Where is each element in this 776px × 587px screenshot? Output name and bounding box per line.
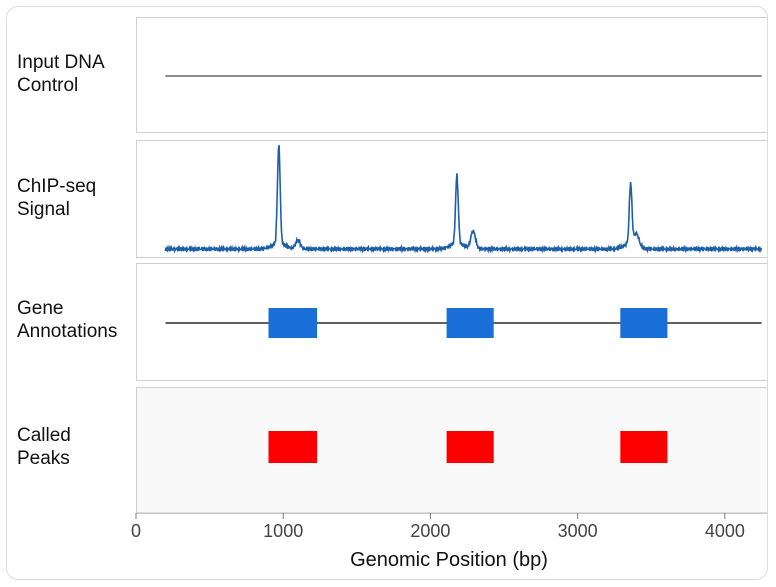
track-label-chip-line2: Signal <box>17 199 70 220</box>
gene-feature-2 <box>446 308 494 338</box>
x-tick-label-2000: 2000 <box>410 521 450 541</box>
called-peak-1 <box>268 431 318 463</box>
track-label-input-line2: Control <box>17 75 79 96</box>
x-axis-title: Genomic Position (bp) <box>350 549 548 571</box>
track-label-input: Input DNA Control <box>17 51 142 97</box>
track-label-genes: Gene Annotations <box>17 297 142 343</box>
called-peak-3 <box>620 431 668 463</box>
x-tick-label-4000: 4000 <box>705 521 745 541</box>
track-label-peaks: Called Peaks <box>17 424 142 470</box>
panel-chip <box>136 140 767 258</box>
called-peak-2 <box>446 431 494 463</box>
chip-signal-line <box>164 144 763 254</box>
track-label-genes-line2: Annotations <box>17 321 118 342</box>
plot-area: 0 1000 2000 3000 4000 <box>131 17 767 541</box>
track-label-chip-line1: ChIP-seq <box>17 176 97 197</box>
x-tick-label-3000: 3000 <box>558 521 598 541</box>
x-tick-label-1000: 1000 <box>263 521 303 541</box>
track-label-peaks-line1: Called <box>17 425 71 446</box>
track-label-genes-line1: Gene <box>17 298 64 319</box>
track-label-input-line1: Input DNA <box>17 52 105 73</box>
x-tick-label-0: 0 <box>131 521 141 541</box>
gene-feature-3 <box>620 308 668 338</box>
track-label-peaks-line2: Peaks <box>17 448 70 469</box>
track-label-chip: ChIP-seq Signal <box>17 175 142 221</box>
figure: 0 1000 2000 3000 4000 Input DNA Control ChIP… <box>6 6 768 580</box>
gene-feature-1 <box>268 308 318 338</box>
